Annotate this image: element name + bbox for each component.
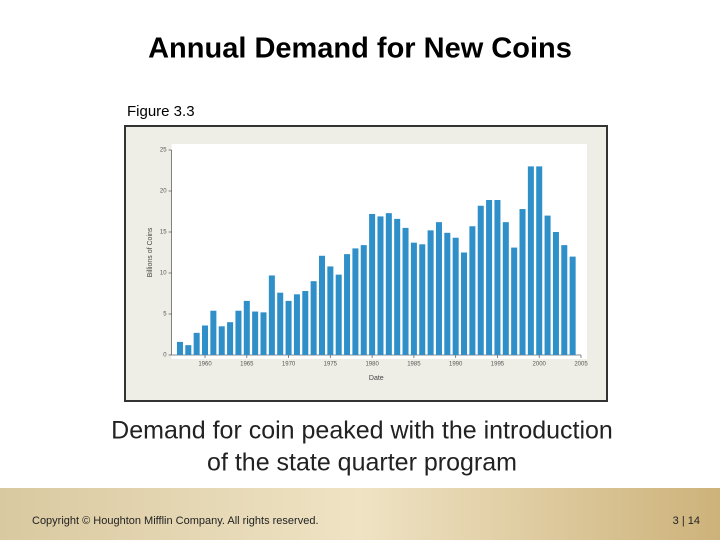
slide-title: Annual Demand for New Coins	[148, 33, 572, 65]
y-tick-label: 10	[160, 271, 167, 277]
bar	[419, 244, 426, 355]
bar	[536, 166, 543, 355]
bar	[402, 227, 409, 355]
x-tick-label: 2005	[574, 362, 588, 368]
bar	[377, 216, 384, 355]
x-tick-label: 1960	[198, 362, 212, 368]
bar	[176, 341, 183, 355]
bar	[327, 266, 334, 355]
bar	[193, 332, 200, 355]
y-tick-label: 15	[160, 230, 167, 236]
x-tick-label: 1980	[365, 362, 379, 368]
x-tick-label: 1990	[449, 362, 463, 368]
bar	[360, 245, 367, 355]
y-axis-label: Billions of Coins	[147, 227, 154, 277]
bar	[385, 213, 392, 355]
bar	[218, 326, 225, 355]
bar	[318, 255, 325, 355]
bar	[335, 274, 342, 355]
bar	[260, 312, 267, 355]
y-tick-label: 5	[163, 312, 167, 318]
bar	[569, 256, 576, 355]
bar	[243, 300, 250, 355]
bar	[511, 247, 518, 355]
x-tick-label: 1975	[324, 362, 338, 368]
bar	[444, 232, 451, 355]
x-tick-label: 1985	[407, 362, 421, 368]
bar	[427, 230, 434, 355]
caption: of the state quarter program	[207, 449, 517, 477]
bar	[461, 252, 468, 355]
bar	[552, 232, 559, 355]
bar	[268, 275, 275, 355]
bar	[293, 294, 300, 355]
bar	[369, 213, 376, 355]
bar	[302, 291, 309, 355]
bar	[252, 311, 259, 355]
bar	[310, 281, 317, 355]
bar	[544, 215, 551, 355]
y-tick-label: 0	[163, 353, 167, 359]
bar	[502, 222, 509, 355]
bar	[435, 222, 442, 355]
bar	[519, 209, 526, 355]
bar	[452, 237, 459, 355]
bar	[210, 310, 217, 355]
page-number: 3 | 14	[673, 515, 700, 527]
x-tick-label: 1995	[491, 362, 505, 368]
x-tick-label: 2000	[533, 362, 547, 368]
bar	[344, 254, 351, 355]
bar	[235, 310, 242, 355]
x-tick-label: 1970	[282, 362, 296, 368]
y-tick-label: 20	[160, 189, 167, 195]
x-tick-label: 1965	[240, 362, 254, 368]
x-axis-label: Date	[369, 375, 384, 382]
bar	[352, 248, 359, 355]
copyright: Copyright © Houghton Mifflin Company. Al…	[32, 515, 319, 527]
bar	[486, 200, 493, 355]
bar	[285, 300, 292, 355]
bar	[185, 345, 192, 355]
bar	[469, 226, 476, 355]
bar	[394, 218, 401, 355]
bar	[277, 292, 284, 355]
bar	[477, 205, 484, 355]
y-tick-label: 25	[160, 148, 167, 154]
bar	[527, 166, 534, 355]
caption: Demand for coin peaked with the introduc…	[111, 417, 613, 445]
figure-label: Figure 3.3	[127, 103, 195, 120]
bar	[410, 242, 417, 355]
bar	[561, 245, 568, 355]
bar	[494, 200, 501, 355]
bar	[227, 322, 234, 355]
footer-band	[0, 488, 720, 540]
bar	[202, 325, 209, 355]
